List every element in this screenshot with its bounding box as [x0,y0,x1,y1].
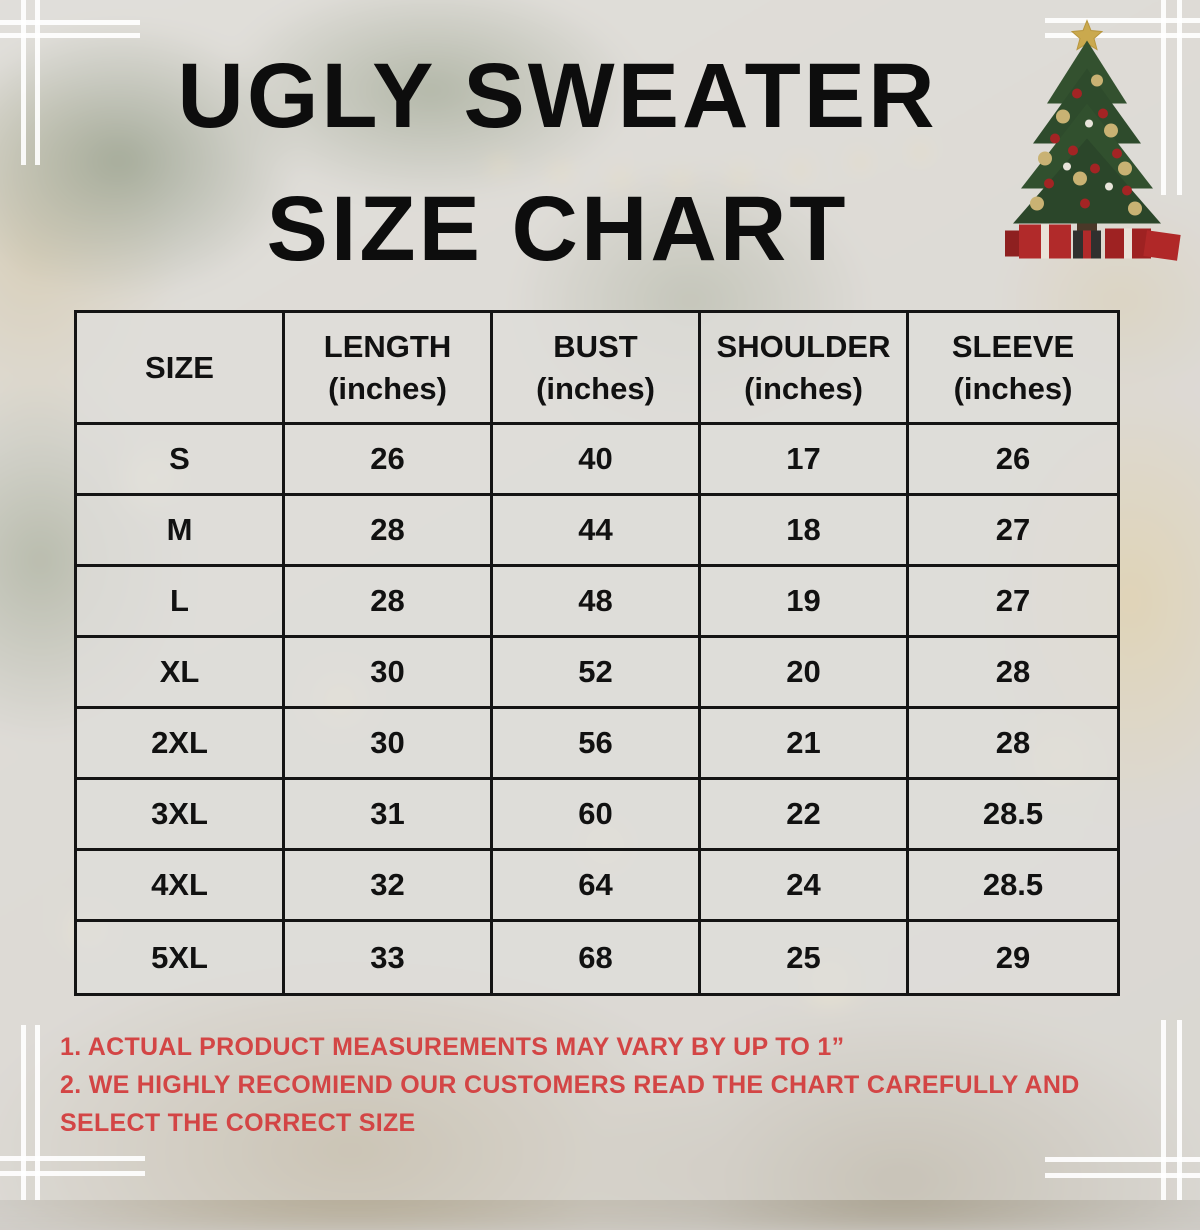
corner-line [21,0,26,165]
column-header-sleeve: SLEEVE (inches) [909,313,1117,425]
red-ornaments [1044,88,1132,209]
column-label: SHOULDER [716,328,891,364]
size-chart-table: SIZE LENGTH (inches) BUST (inches) SHOUL… [74,310,1120,996]
length-cell: 33 [285,922,493,993]
size-cell: 4XL [77,851,285,922]
corner-line [21,1025,26,1200]
corner-line [1161,1020,1166,1200]
shoulder-cell: 22 [701,780,909,851]
white-ornaments [1063,119,1113,191]
bust-cell: 44 [493,496,701,567]
bust-cell: 48 [493,567,701,638]
corner-line [1177,1020,1182,1200]
column-header-bust: BUST (inches) [493,313,701,425]
column-header-size: SIZE [77,313,285,425]
bust-cell: 40 [493,425,701,496]
gold-bows [1030,74,1142,216]
sleeve-cell: 26 [909,425,1117,496]
sleeve-cell: 29 [909,922,1117,993]
shoulder-cell: 24 [701,851,909,922]
column-unit: (inches) [536,370,655,406]
corner-line [1045,18,1200,23]
shoulder-cell: 25 [701,922,909,993]
column-unit: (inches) [744,370,863,406]
corner-line [1177,0,1182,195]
corner-line [1045,1173,1200,1178]
title-line-1: UGLY SWEATER [177,45,938,147]
size-cell: 3XL [77,780,285,851]
corner-line [35,1025,40,1200]
column-header-shoulder: SHOULDER (inches) [701,313,909,425]
footnotes: 1. ACTUAL PRODUCT MEASUREMENTS MAY VARY … [60,1028,1110,1142]
shoulder-cell: 18 [701,496,909,567]
corner-line [0,1171,145,1176]
size-cell: L [77,567,285,638]
shoulder-cell: 19 [701,567,909,638]
bust-cell: 64 [493,851,701,922]
length-cell: 31 [285,780,493,851]
corner-line [35,0,40,165]
corner-line [0,33,140,38]
sleeve-cell: 28 [909,709,1117,780]
gift-boxes [1005,224,1181,261]
sleeve-cell: 28.5 [909,851,1117,922]
corner-line [0,1156,145,1161]
bust-cell: 56 [493,709,701,780]
column-label: LENGTH [323,328,452,364]
column-label: BUST [553,328,638,364]
size-cell: 2XL [77,709,285,780]
sleeve-cell: 28.5 [909,780,1117,851]
bust-cell: 52 [493,638,701,709]
footnote-2: 2. WE HIGHLY RECOMIEND OUR CUSTOMERS REA… [60,1071,1080,1137]
length-cell: 28 [285,496,493,567]
size-cell: 5XL [77,922,285,993]
sleeve-cell: 28 [909,638,1117,709]
bust-cell: 60 [493,780,701,851]
length-cell: 30 [285,709,493,780]
column-unit: (inches) [328,370,447,406]
column-unit: (inches) [953,370,1073,406]
corner-line [0,20,140,25]
footnote-1: 1. ACTUAL PRODUCT MEASUREMENTS MAY VARY … [60,1033,845,1061]
corner-line [1045,1157,1200,1162]
bust-cell: 68 [493,922,701,993]
shoulder-cell: 21 [701,709,909,780]
size-cell: M [77,496,285,567]
page-title: UGLY SWEATER SIZE CHART [0,30,1115,297]
sleeve-cell: 27 [909,567,1117,638]
length-cell: 26 [285,425,493,496]
corner-line [1045,33,1200,38]
size-cell: XL [77,638,285,709]
length-cell: 28 [285,567,493,638]
column-header-length: LENGTH (inches) [285,313,493,425]
corner-line [1161,0,1166,195]
sleeve-cell: 27 [909,496,1117,567]
shoulder-cell: 17 [701,425,909,496]
size-cell: S [77,425,285,496]
title-line-2: SIZE CHART [266,178,849,281]
shoulder-cell: 20 [701,638,909,709]
length-cell: 32 [285,851,493,922]
column-label: SIZE [145,349,214,385]
length-cell: 30 [285,638,493,709]
christmas-tree-icon [1005,19,1181,261]
column-label: SLEEVE [951,328,1075,364]
